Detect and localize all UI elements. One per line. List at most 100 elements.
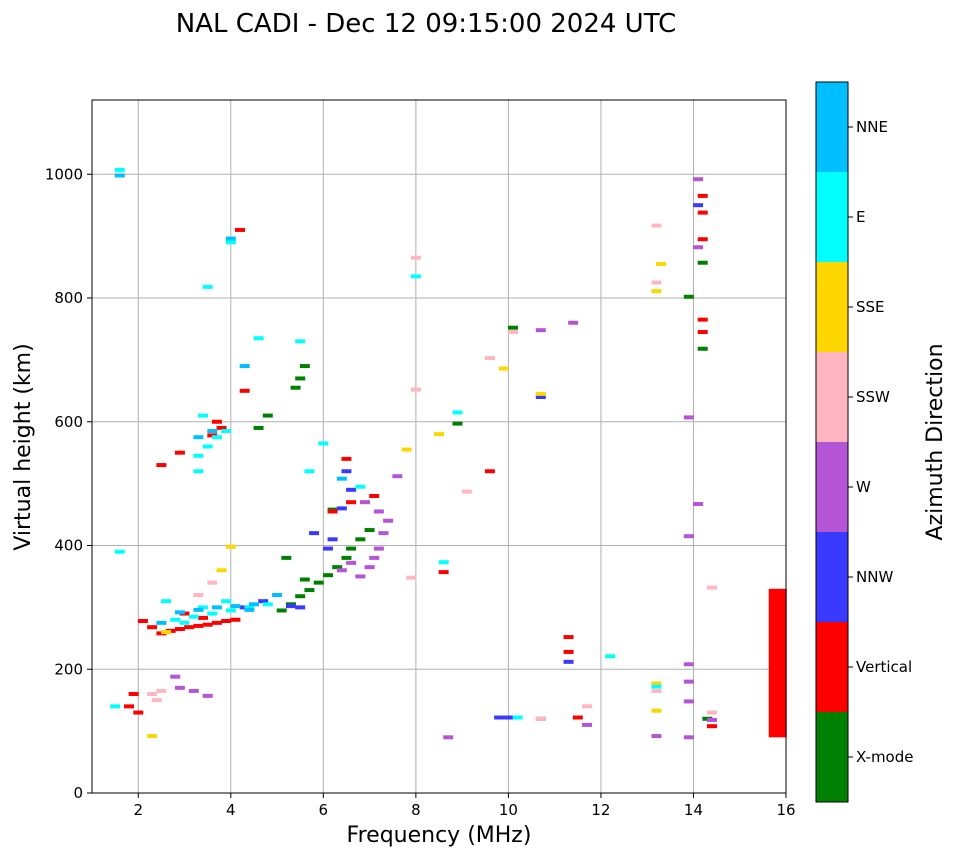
point-e	[202, 284, 213, 289]
point-x-mode	[253, 425, 264, 430]
point-ssw	[461, 489, 472, 494]
point-x-mode	[697, 346, 708, 351]
y-tick-label: 800	[54, 289, 83, 307]
point-e	[651, 684, 662, 689]
point-vertical	[202, 622, 213, 627]
point-x-mode	[452, 421, 463, 426]
x-tick-label: 14	[684, 801, 703, 819]
x-tick-label: 16	[776, 801, 795, 819]
point-e	[193, 469, 204, 474]
point-e	[355, 484, 366, 489]
point-nne	[211, 605, 222, 610]
point-x-mode	[332, 565, 343, 570]
x-tick-label: 4	[226, 801, 236, 819]
point-x-mode	[346, 546, 357, 551]
data-marks	[110, 167, 787, 740]
point-nne	[207, 429, 218, 434]
point-vertical	[211, 419, 222, 424]
point-vertical	[184, 625, 195, 630]
point-x-mode	[262, 413, 273, 418]
point-w	[568, 320, 579, 325]
point-e	[410, 274, 421, 279]
point-e	[318, 441, 329, 446]
colorbar-swatch-ssw	[816, 352, 848, 442]
point-nne	[193, 435, 204, 440]
point-w	[683, 415, 694, 420]
y-axis-ticks: 0 200 400 600 800 1000	[45, 165, 92, 802]
point-nnw	[285, 604, 296, 609]
point-vertical	[133, 710, 144, 715]
point-sse	[161, 630, 172, 635]
point-nnw	[494, 715, 505, 720]
point-w	[693, 502, 704, 507]
point-e	[221, 599, 232, 604]
colorbar-swatch-nne	[816, 82, 848, 172]
point-w	[392, 474, 403, 479]
point-vertical	[697, 237, 708, 242]
x-tick-label: 12	[591, 801, 610, 819]
point-x-mode	[299, 577, 310, 582]
grid-lines	[92, 100, 787, 794]
point-nne	[244, 607, 255, 612]
point-w	[188, 688, 199, 693]
point-nnw	[535, 395, 546, 399]
point-x-mode	[322, 573, 333, 578]
x-axis-ticks: 2 4 6 8 10 12 14 16	[133, 793, 796, 819]
colorbar-swatch-sse	[816, 262, 848, 352]
colorbar-swatch-vertical	[816, 622, 848, 712]
point-sse	[434, 432, 444, 437]
colorbar-frame	[815, 81, 849, 803]
vertical-column-mark	[768, 588, 787, 738]
point-w	[346, 560, 357, 565]
point-e	[221, 429, 232, 434]
point-nnw	[346, 487, 357, 492]
point-ssw	[484, 356, 495, 361]
colorbar-swatch-nnw	[816, 532, 848, 622]
point-x-mode	[364, 528, 375, 533]
point-ssw	[651, 688, 662, 693]
x-axis-label: Frequency (MHz)	[347, 823, 532, 848]
point-e	[188, 614, 199, 619]
point-vertical	[563, 649, 574, 654]
colorbar-swatch-e	[816, 172, 848, 262]
colorbar-swatch-x-mode	[816, 712, 848, 802]
point-sse	[225, 544, 236, 549]
y-tick-label: 200	[54, 660, 83, 678]
point-vertical	[174, 627, 185, 632]
point-e	[295, 339, 306, 344]
point-vertical	[221, 618, 232, 623]
point-vertical	[239, 388, 250, 393]
x-tick-label: 2	[133, 801, 143, 819]
point-e	[161, 599, 172, 604]
point-nne	[225, 236, 236, 241]
point-w	[373, 509, 384, 514]
point-nne	[230, 604, 241, 609]
point-e	[253, 336, 264, 341]
point-ssw	[535, 716, 546, 721]
point-vertical	[563, 635, 574, 640]
point-sse	[535, 391, 546, 396]
point-vertical	[235, 227, 246, 232]
point-e	[170, 617, 181, 622]
point-w	[383, 518, 394, 523]
point-x-mode	[313, 580, 324, 585]
point-ssw	[207, 580, 218, 585]
point-ssw	[410, 255, 421, 260]
colorbar-tick-label: X-mode	[856, 748, 913, 766]
point-w	[336, 568, 347, 573]
point-vertical	[174, 450, 185, 455]
colorbar-tick-label: SSE	[856, 298, 885, 316]
point-w	[364, 565, 375, 570]
colorbar-tick-label: NNW	[856, 568, 893, 586]
point-ssw	[706, 585, 717, 590]
point-ssw	[406, 575, 417, 580]
point-w	[683, 735, 694, 740]
point-sse	[651, 708, 662, 713]
y-tick-label: 600	[54, 413, 83, 431]
y-tick-label: 1000	[45, 165, 83, 183]
point-x-mode	[295, 376, 306, 381]
point-nne	[156, 620, 167, 625]
y-tick-label: 400	[54, 537, 83, 555]
point-x-mode	[697, 260, 708, 265]
point-e	[262, 602, 273, 607]
